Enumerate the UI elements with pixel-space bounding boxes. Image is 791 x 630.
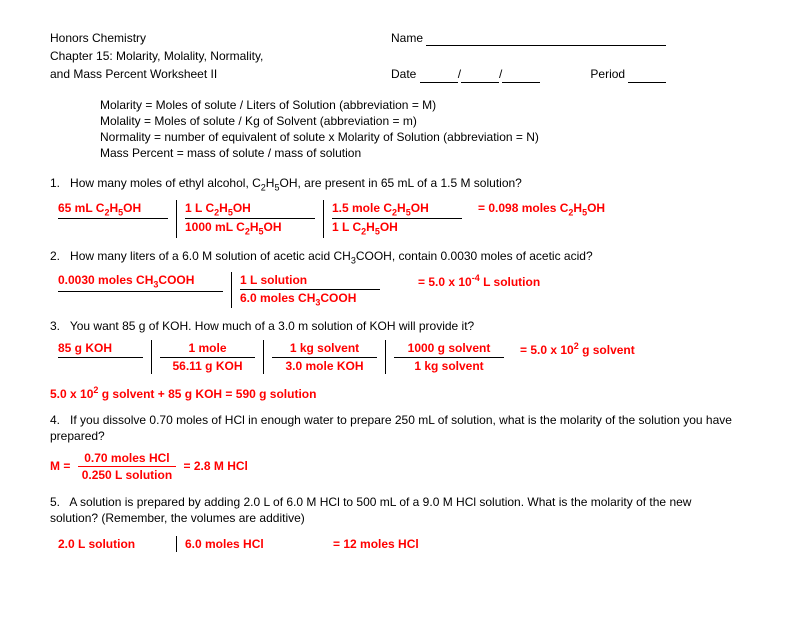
q1-num: 1. [50,176,60,190]
def-molality: Molality = Moles of solute / Kg of Solve… [100,113,741,129]
q1-c1b: OH [123,201,141,215]
q3-text: You want 85 g of KOH. How much of a 3.0 … [70,319,474,333]
q3-c2b: 56.11 g KOH [172,359,242,373]
q5-result: = 12 moles HCl [333,537,419,551]
q2-work: 0.0030 moles CH3COOH 1 L solution 6.0 mo… [50,272,741,308]
q3-result-a: = 5.0 x 10 [520,343,574,357]
q1-c3b-oh: OH [380,220,398,234]
date-label: Date [391,67,416,81]
name-label: Name [391,31,423,45]
q2-result-a: = 5.0 x 10 [418,275,472,289]
q3-line2-b: g solvent + 85 g KOH = 590 g solution [98,387,316,401]
question-3: 3. You want 85 g of KOH. How much of a 3… [50,318,741,334]
q2-c2b: 6.0 moles CH [240,291,315,305]
q1-result: = 0.098 moles C [478,201,568,215]
question-1: 1. How many moles of ethyl alcohol, C2H5… [50,175,741,194]
period-label: Period [590,67,625,81]
q5-num: 5. [50,495,60,509]
q3-line2-a: 5.0 x 10 [50,387,93,401]
q4-lhs: M = [50,459,70,473]
name-blank [426,45,666,46]
q4-result: = 2.8 M HCl [184,459,248,473]
q4-text: If you dissolve 0.70 moles of HCl in eno… [50,413,732,443]
q2-c1b: COOH [158,273,194,287]
name-field: Name [391,30,741,46]
q2-c1: 0.0030 moles CH [58,273,153,287]
definitions: Molarity = Moles of solute / Liters of S… [100,97,741,162]
q1-c3b: 1 L C [332,220,361,234]
def-masspercent: Mass Percent = mass of solute / mass of … [100,145,741,161]
q3-c3b: 3.0 mole KOH [285,359,363,373]
header-row-1: Honors Chemistry Name [50,30,741,46]
q1-c2t-oh: OH [233,201,251,215]
question-2: 2. How many liters of a 6.0 M solution o… [50,248,741,267]
q3-result-b: g solvent [579,343,635,357]
date-blank-2 [461,82,499,83]
q4-work: M = 0.70 moles HCl 0.250 L solution = 2.… [50,450,741,483]
q5-c1: 2.0 L solution [58,537,135,551]
q2-num: 2. [50,249,60,263]
q1-c3t: 1.5 mole C [332,201,392,215]
date-blank-1 [420,82,458,83]
period-blank [628,82,666,83]
q4-num: 4. [50,413,60,427]
q4-numerator: 0.70 moles HCl [78,450,176,467]
q5-text: A solution is prepared by adding 2.0 L o… [50,495,691,525]
q1-c1: 65 mL C [58,201,104,215]
q2-c2b-suffix: COOH [320,291,356,305]
header-row-3: and Mass Percent Worksheet II Date // Pe… [50,66,741,82]
q1-work: 65 mL C2H5OH 1 L C2H5OH 1000 mL C2H5OH 1… [50,200,741,238]
q2-result-b: L solution [480,275,540,289]
q3-c4t: 1000 g solvent [408,341,491,355]
q3-c3t: 1 kg solvent [290,341,359,355]
def-molarity: Molarity = Moles of solute / Liters of S… [100,97,741,113]
def-normality: Normality = number of equivalent of solu… [100,129,741,145]
question-5: 5. A solution is prepared by adding 2.0 … [50,494,741,526]
q3-c2t: 1 mole [188,341,226,355]
chapter-line2: and Mass Percent Worksheet II [50,66,350,82]
q5-c2: 6.0 moles HCl [185,537,264,551]
q3-c4b: 1 kg solvent [414,359,483,373]
q1-c2t: 1 L C [185,201,214,215]
q5-work: 2.0 L solution 6.0 moles HCl = 12 moles … [50,536,741,552]
chapter-line1: Chapter 15: Molarity, Molality, Normalit… [50,48,350,64]
q1-result-oh: OH [587,201,605,215]
q2-text-a: How many liters of a 6.0 M solution of a… [70,249,351,263]
header-row-2: Chapter 15: Molarity, Molality, Normalit… [50,48,741,64]
q3-c1: 85 g KOH [58,341,112,355]
date-blank-3 [502,82,540,83]
question-4: 4. If you dissolve 0.70 moles of HCl in … [50,412,741,444]
q2-c2t: 1 L solution [240,273,307,287]
q3-work: 85 g KOH 1 mole 56.11 g KOH 1 kg solvent… [50,340,741,373]
q3-num: 3. [50,319,60,333]
q1-c2b-oh: OH [264,220,282,234]
q3-line2: 5.0 x 102 g solvent + 85 g KOH = 590 g s… [50,384,741,402]
course-title: Honors Chemistry [50,30,350,46]
q1-c3t-oh: OH [411,201,429,215]
date-period: Date // Period [391,66,741,82]
q1-text-a: How many moles of ethyl alcohol, C [70,176,261,190]
q4-denominator: 0.250 L solution [78,467,176,483]
q1-c2b: 1000 mL C [185,220,245,234]
q1-text-b: OH, are present in 65 mL of a 1.5 M solu… [279,176,521,190]
q2-text-b: COOH, contain 0.0030 moles of acetic aci… [356,249,593,263]
